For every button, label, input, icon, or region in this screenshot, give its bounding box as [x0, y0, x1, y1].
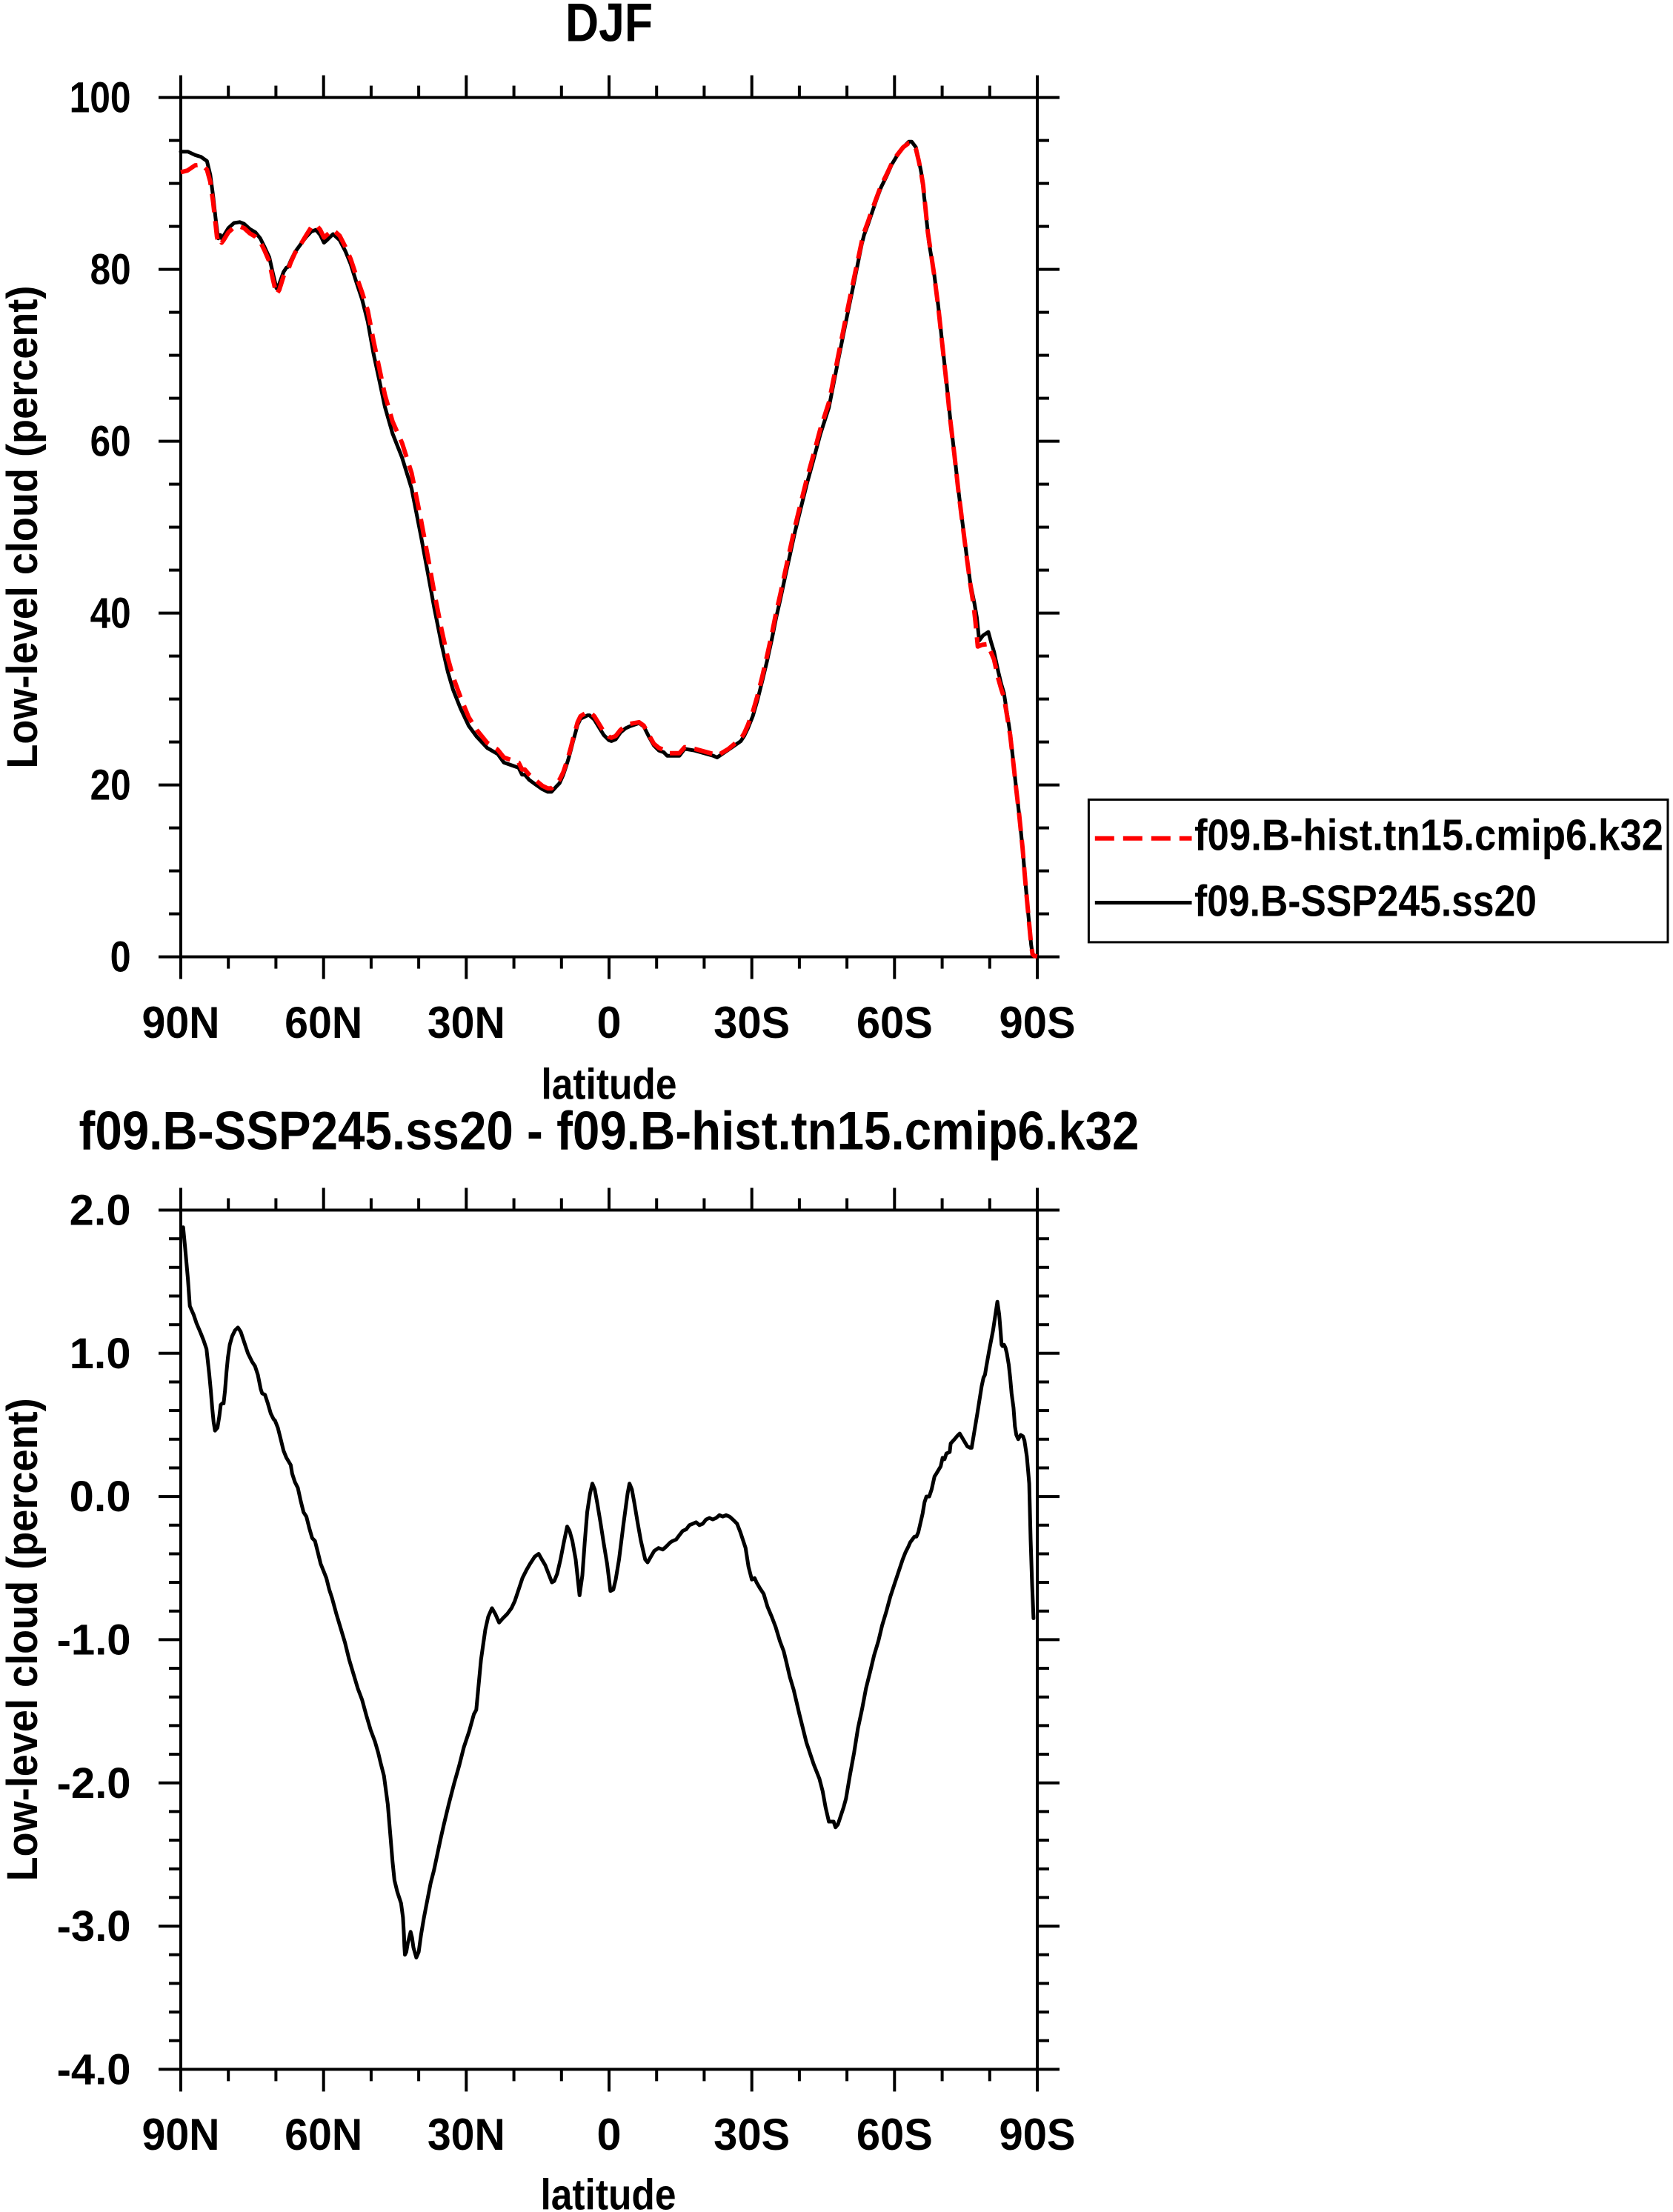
svg-text:30N: 30N: [428, 998, 505, 1047]
svg-text:latitude: latitude: [542, 1061, 677, 1109]
svg-text:60N: 60N: [285, 998, 362, 1047]
svg-text:0: 0: [110, 933, 131, 982]
svg-text:-4.0: -4.0: [57, 2045, 131, 2093]
svg-text:f09.B-SSP245.ss20 - f09.B-hist: f09.B-SSP245.ss20 - f09.B-hist.tn15.cmip…: [79, 1102, 1140, 1162]
svg-text:Low-level cloud (percent): Low-level cloud (percent): [0, 1398, 47, 1881]
svg-text:1.0: 1.0: [70, 1330, 131, 1378]
svg-text:90N: 90N: [142, 998, 220, 1047]
svg-text:40: 40: [90, 590, 131, 638]
svg-text:90N: 90N: [142, 2110, 220, 2159]
svg-text:60S: 60S: [857, 998, 933, 1047]
svg-text:30S: 30S: [714, 2110, 790, 2159]
svg-text:60N: 60N: [285, 2110, 362, 2159]
svg-text:2.0: 2.0: [70, 1187, 131, 1235]
svg-text:f09.B-hist.tn15.cmip6.k32: f09.B-hist.tn15.cmip6.k32: [1194, 810, 1663, 859]
svg-text:latitude: latitude: [541, 2171, 676, 2212]
svg-text:0: 0: [597, 2110, 622, 2159]
svg-text:30S: 30S: [714, 998, 790, 1047]
svg-text:20: 20: [90, 762, 131, 810]
svg-text:0: 0: [597, 998, 622, 1047]
svg-text:DJF: DJF: [565, 0, 653, 53]
svg-text:90S: 90S: [1000, 998, 1076, 1047]
svg-text:-1.0: -1.0: [57, 1616, 131, 1664]
svg-text:90S: 90S: [1000, 2110, 1076, 2159]
svg-text:80: 80: [90, 246, 131, 294]
svg-text:f09.B-SSP245.ss20: f09.B-SSP245.ss20: [1194, 876, 1537, 925]
svg-text:60: 60: [90, 418, 131, 466]
svg-text:Low-level cloud (percent): Low-level cloud (percent): [0, 286, 47, 769]
svg-text:30N: 30N: [428, 2110, 505, 2159]
svg-text:60S: 60S: [857, 2110, 933, 2159]
svg-text:100: 100: [70, 74, 131, 122]
svg-text:0.0: 0.0: [70, 1473, 131, 1521]
svg-text:-2.0: -2.0: [57, 1759, 131, 1808]
svg-text:-3.0: -3.0: [57, 1902, 131, 1951]
